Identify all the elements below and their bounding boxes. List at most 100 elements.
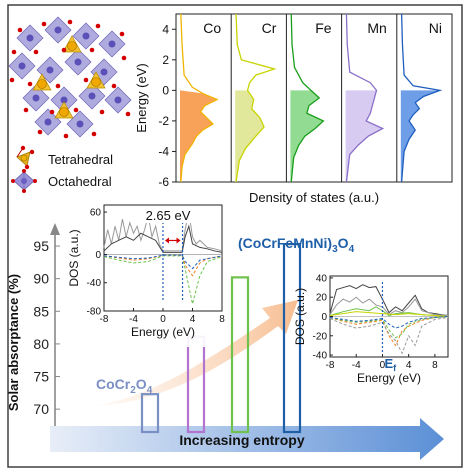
octahedral-cation [26, 34, 34, 42]
legend-label-tetrahedral: Tetrahedral [48, 152, 113, 167]
x-tick-label: 0 [160, 314, 166, 325]
y-tick-label: -40 [87, 278, 102, 289]
octahedron-icon [11, 169, 37, 193]
dos-series-line [103, 224, 223, 253]
oxygen-atom [11, 49, 17, 55]
panel-label-mn: Mn [367, 20, 386, 36]
octahedral-cation [100, 68, 108, 76]
occupied-states-fill [180, 90, 218, 182]
y-tick-label: 95 [33, 238, 49, 254]
oxygen-atom [27, 81, 33, 87]
band-gap-arrowhead-right [176, 237, 181, 244]
inset-background [306, 272, 454, 393]
trend-arrow [95, 300, 298, 406]
inset-background [80, 201, 228, 347]
x-tick-label: -8 [326, 360, 335, 371]
label-text: O [136, 376, 147, 392]
panel-label-co: Co [203, 20, 221, 36]
octahedral-cation [54, 26, 62, 34]
occupied-states-fill [345, 90, 383, 182]
y-tick-label: 80 [33, 336, 49, 352]
oxygen-atom [99, 109, 105, 115]
band-gap-label: 2.65 eV [146, 208, 191, 223]
oxygen-atom [121, 55, 127, 61]
label-text: O [338, 235, 349, 251]
oxygen-atom [17, 27, 23, 33]
dos-curve-cr [235, 13, 277, 183]
band-gap-arrowhead-left [165, 237, 169, 244]
x-tick-label: -8 [100, 314, 109, 325]
increasing-entropy-arrow [50, 418, 444, 460]
octahedral-cation [76, 120, 84, 128]
oxygen-atom [67, 19, 73, 25]
label-text: CoCr [96, 376, 131, 392]
octahedral-cation [82, 32, 90, 40]
dos-series-line [103, 255, 223, 305]
octahedral-cation [88, 92, 96, 100]
oxygen-atom [49, 109, 55, 115]
x-axis-label: Density of states (a.u.) [249, 190, 379, 205]
oxygen-atom [9, 77, 15, 83]
panel-label-fe: Fe [315, 20, 332, 36]
oxygen-atom [55, 83, 61, 89]
oxygen-atom [33, 49, 39, 55]
subscript: 3 [332, 244, 338, 255]
x-axis-label: Energy (eV) [131, 325, 195, 339]
dos-series-line [329, 316, 449, 329]
bar [230, 276, 250, 434]
dos-series-line [103, 211, 223, 252]
y-tick-label: -80 [87, 307, 102, 318]
occupied-states-fill [400, 90, 440, 182]
label-text: E [384, 356, 393, 371]
octahedral-cation [18, 62, 26, 70]
oxygen-atom [83, 77, 89, 83]
y-tick-label: 90 [33, 271, 49, 287]
tetrahedral-cation [67, 41, 77, 51]
dos-series-line [103, 254, 223, 270]
y-tick-label: 40 [316, 273, 328, 284]
y-tick-label: -40 [313, 351, 328, 362]
dos-curve-mn [345, 13, 385, 183]
octahedral-cation [46, 66, 54, 74]
oxygen-atom [61, 47, 67, 53]
octahedral-cation [114, 96, 122, 104]
y-tick-label: 75 [33, 369, 49, 385]
octahedral-cation [60, 96, 68, 104]
y-tick-label: 85 [33, 303, 49, 319]
figure-frame [7, 4, 463, 468]
dos-series-line [329, 316, 449, 355]
subscript: 4 [349, 244, 355, 255]
x-tick-label: -4 [129, 314, 138, 325]
spinel-crystal-structure-illustration [8, 16, 132, 139]
octahedral-cation [74, 58, 82, 66]
dos-curve-co [180, 13, 219, 183]
label-text: (CoCrFeMnNi) [238, 235, 332, 251]
y-tick-label: 4 [162, 22, 169, 36]
y-tick-label: 0 [162, 83, 169, 97]
tetrahedron-icon [16, 145, 35, 170]
oxygen-atom [63, 133, 69, 139]
dos-curve-ni [400, 13, 443, 183]
oxygen-atom [91, 131, 97, 137]
y-tick-label: 70 [33, 401, 49, 417]
oxygen-atom [125, 111, 131, 117]
y-tick-label: 0 [321, 312, 327, 323]
y-axis-label: Solar absorptance (%) [6, 274, 21, 411]
label-cocr2o4: CoCr2O4 [96, 376, 153, 396]
y-axis-label: Energy (eV) [134, 63, 149, 132]
y-tick-label: 60 [90, 208, 102, 219]
oxygen-atom [89, 47, 95, 53]
oxygen-atom [73, 107, 79, 113]
oxygen-atom [111, 83, 117, 89]
subscript: 2 [130, 385, 136, 396]
y-axis-arrowhead [50, 223, 60, 235]
tetrahedral-cation [37, 79, 47, 89]
panel-label-cr: Cr [262, 20, 277, 36]
y-tick-label: 20 [316, 293, 328, 304]
oxygen-atom [23, 107, 29, 113]
y-tick-label: -2 [158, 114, 169, 128]
y-tick-label: -20 [313, 331, 328, 342]
